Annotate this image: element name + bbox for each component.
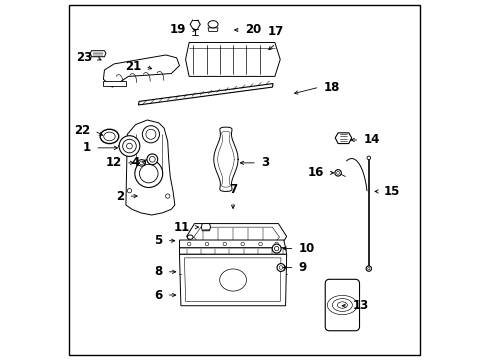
Ellipse shape [258, 242, 262, 246]
Ellipse shape [336, 171, 339, 174]
Text: 5: 5 [154, 234, 162, 247]
Text: 15: 15 [383, 185, 399, 198]
Text: 7: 7 [228, 183, 237, 196]
Text: 16: 16 [307, 166, 324, 179]
Polygon shape [138, 84, 272, 105]
Text: 19: 19 [169, 23, 185, 36]
Polygon shape [179, 240, 285, 248]
Text: 13: 13 [352, 299, 368, 312]
Ellipse shape [272, 244, 281, 253]
Ellipse shape [187, 242, 190, 246]
Ellipse shape [279, 266, 282, 269]
Ellipse shape [276, 264, 285, 271]
Polygon shape [201, 224, 210, 231]
Text: 23: 23 [76, 51, 92, 64]
Text: 17: 17 [267, 25, 284, 38]
Text: 3: 3 [261, 156, 269, 169]
Text: 2: 2 [116, 190, 124, 203]
Ellipse shape [147, 154, 157, 165]
Text: 22: 22 [74, 124, 90, 137]
Ellipse shape [138, 159, 145, 166]
Ellipse shape [165, 194, 169, 198]
Ellipse shape [100, 129, 119, 144]
Ellipse shape [187, 235, 193, 239]
Text: 1: 1 [82, 141, 91, 154]
Ellipse shape [366, 266, 371, 271]
Ellipse shape [223, 242, 226, 246]
Ellipse shape [139, 164, 158, 183]
Ellipse shape [207, 21, 218, 28]
Polygon shape [179, 254, 286, 306]
Text: 18: 18 [323, 81, 340, 94]
Text: 21: 21 [124, 60, 141, 73]
Polygon shape [185, 42, 280, 76]
Text: 6: 6 [154, 288, 162, 302]
Ellipse shape [127, 189, 131, 193]
Ellipse shape [274, 242, 278, 246]
Ellipse shape [366, 156, 370, 159]
Text: 4: 4 [131, 156, 139, 169]
Ellipse shape [119, 136, 140, 157]
Polygon shape [125, 120, 175, 215]
Text: 20: 20 [244, 23, 261, 36]
Ellipse shape [326, 296, 357, 315]
Ellipse shape [149, 157, 155, 162]
Ellipse shape [145, 129, 156, 139]
Ellipse shape [241, 242, 244, 246]
Ellipse shape [127, 149, 131, 154]
Text: 11: 11 [174, 221, 190, 234]
Polygon shape [186, 224, 286, 248]
Ellipse shape [142, 126, 159, 143]
Ellipse shape [205, 242, 208, 246]
Ellipse shape [367, 267, 369, 270]
Ellipse shape [334, 170, 341, 176]
Polygon shape [193, 227, 279, 245]
Ellipse shape [274, 247, 278, 251]
Polygon shape [90, 51, 106, 57]
Ellipse shape [103, 132, 115, 141]
Polygon shape [179, 248, 286, 254]
Polygon shape [103, 55, 179, 87]
Ellipse shape [219, 269, 246, 291]
Polygon shape [207, 28, 218, 31]
Text: 10: 10 [298, 242, 314, 255]
Ellipse shape [139, 161, 143, 165]
Polygon shape [335, 133, 351, 144]
FancyBboxPatch shape [325, 279, 359, 331]
Ellipse shape [126, 143, 132, 149]
Ellipse shape [122, 139, 136, 153]
Text: 9: 9 [298, 261, 306, 274]
Text: 8: 8 [154, 265, 162, 278]
Text: 12: 12 [105, 156, 122, 169]
Ellipse shape [337, 302, 346, 308]
Polygon shape [184, 258, 281, 301]
Text: 14: 14 [363, 134, 379, 147]
Ellipse shape [135, 159, 163, 188]
Polygon shape [103, 81, 125, 86]
Ellipse shape [332, 298, 352, 311]
